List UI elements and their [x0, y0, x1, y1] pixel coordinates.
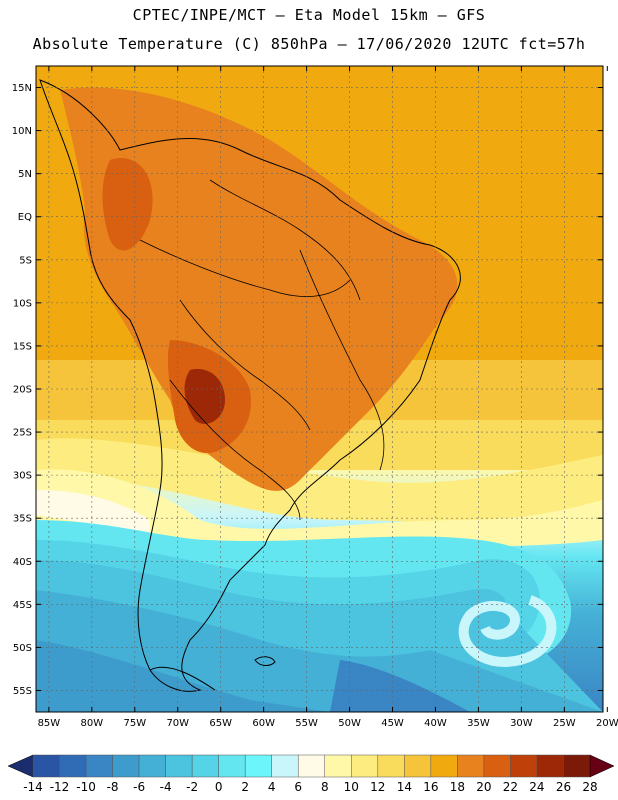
lon-label: 25W — [553, 718, 576, 729]
colorbar-label: -8 — [107, 780, 119, 794]
colorbar-label: 10 — [344, 780, 359, 794]
colorbar-swatch — [218, 754, 246, 778]
coastline-falklands — [254, 656, 276, 666]
colorbar-label: 16 — [423, 780, 438, 794]
colorbar-swatch — [510, 754, 538, 778]
border-line-3 — [169, 379, 301, 521]
field-band-m6 — [330, 660, 470, 712]
colorbar-swatch — [165, 754, 193, 778]
colorbar-label: 0 — [215, 780, 223, 794]
colorbar-label: 28 — [582, 780, 597, 794]
colorbar-label: 14 — [397, 780, 412, 794]
colorbar-swatch — [563, 754, 591, 778]
colorbar-label: 24 — [529, 780, 544, 794]
colorbar-arrow-left — [7, 754, 34, 778]
colorbar-label: 18 — [450, 780, 465, 794]
colorbar-swatch — [457, 754, 485, 778]
border-line-4 — [209, 179, 361, 301]
coastline-tierra-del-fuego — [149, 666, 216, 691]
colorbar-label: -12 — [50, 780, 70, 794]
colorbar-label: 12 — [370, 780, 385, 794]
field-band-12 — [36, 438, 603, 525]
lat-label: 30S — [13, 471, 32, 482]
colorbar-swatch — [271, 754, 299, 778]
border-line-2 — [179, 299, 311, 431]
lat-label: 25S — [13, 428, 32, 439]
colorbar-label: -10 — [76, 780, 96, 794]
colorbar-swatch — [536, 754, 564, 778]
colorbar-swatch — [404, 754, 432, 778]
colorbar-swatch — [32, 754, 60, 778]
field-band-m4 — [36, 640, 330, 712]
lon-label: 75W — [123, 718, 146, 729]
lon-label: 80W — [81, 718, 104, 729]
lon-label: 35W — [467, 718, 490, 729]
colorbar-label: 8 — [321, 780, 329, 794]
lon-label: 20W — [596, 718, 618, 729]
lat-label: 45S — [13, 600, 32, 611]
border-line-5 — [299, 249, 385, 471]
colorbar-swatch — [138, 754, 166, 778]
colorbar-label: -4 — [160, 780, 172, 794]
colorbar-label: -2 — [186, 780, 198, 794]
lat-label: 10S — [13, 298, 32, 309]
colorbar-label: 2 — [241, 780, 249, 794]
lat-label: 15S — [13, 341, 32, 352]
colorbar-swatch — [377, 754, 405, 778]
colorbar-swatch — [297, 754, 326, 778]
lat-label: 35S — [13, 514, 32, 525]
coastline-south-america — [39, 79, 461, 692]
lon-label: 85W — [38, 718, 61, 729]
colorbar-swatch — [324, 754, 352, 778]
field-continent-warm — [60, 87, 458, 491]
lon-label: 60W — [252, 718, 275, 729]
lat-label: 50S — [13, 643, 32, 654]
colorbar-swatch — [112, 754, 140, 778]
map-axes: 15N 10N 5N EQ 5S 10S 15S 20S 25S 30S 35S 40S 45S 50S 5… — [12, 66, 618, 729]
lat-label: 5N — [18, 169, 32, 180]
lon-label: 65W — [209, 718, 232, 729]
lat-label: 20S — [13, 385, 32, 396]
colorbar-swatch — [483, 754, 511, 778]
field-band-8 — [36, 490, 150, 535]
lon-label: 70W — [166, 718, 189, 729]
lat-label: EQ — [18, 212, 32, 223]
lat-label: 55S — [13, 686, 32, 697]
field-andes-north-warm — [102, 158, 153, 251]
colorbar-label: -6 — [133, 780, 145, 794]
chart-title-line1: CPTEC/INPE/MCT — Eta Model 15km — GFS — [132, 6, 486, 24]
colorbar-swatch — [191, 754, 219, 778]
colorbar-swatch — [59, 754, 87, 778]
temperature-field — [36, 66, 603, 712]
border-line-1 — [139, 239, 351, 297]
lat-label: 10N — [12, 126, 32, 137]
lon-label: 45W — [381, 718, 404, 729]
colorbar-label: 22 — [503, 780, 518, 794]
colorbar-swatch — [351, 754, 379, 778]
lat-label: 5S — [19, 255, 32, 266]
colorbar-label: 20 — [476, 780, 491, 794]
colorbar-swatch — [85, 754, 113, 778]
colorbar-swatch — [430, 754, 458, 778]
colorbar-arrow-right — [589, 754, 615, 778]
field-band-10 — [36, 469, 603, 550]
colorbar-label: 4 — [268, 780, 276, 794]
lon-label: 55W — [295, 718, 318, 729]
lon-label: 30W — [510, 718, 533, 729]
lat-label: 40S — [13, 557, 32, 568]
colorbar-label: -14 — [23, 780, 43, 794]
lat-label: 15N — [12, 83, 32, 94]
colorbar-label: 26 — [556, 780, 571, 794]
field-cyclone-swirl — [458, 595, 557, 667]
chart-title-line2: Absolute Temperature (C) 850hPa — 17/06/… — [32, 35, 586, 53]
colorbar-label: 6 — [294, 780, 302, 794]
colorbar-swatch — [244, 754, 272, 778]
lon-label: 40W — [424, 718, 447, 729]
lon-label: 50W — [338, 718, 361, 729]
